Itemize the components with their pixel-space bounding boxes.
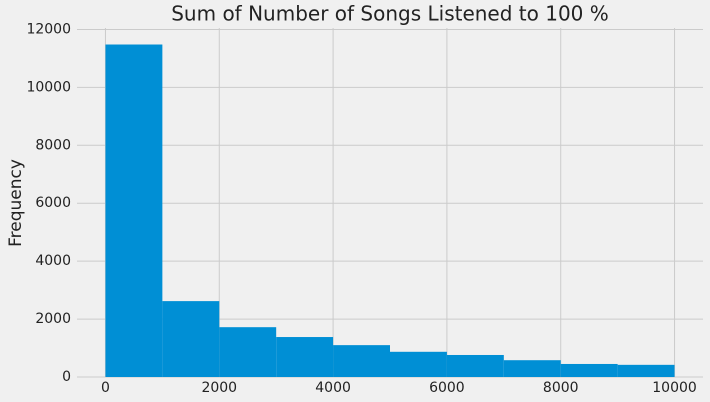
- y-axis-label: Frequency: [6, 159, 26, 247]
- bar: [219, 327, 277, 377]
- bar: [503, 360, 561, 377]
- y-tick-label: 8000: [35, 137, 71, 153]
- y-tick-label: 12000: [26, 21, 71, 37]
- bar: [446, 354, 504, 377]
- y-tick-label: 10000: [26, 79, 71, 95]
- y-tick-label: 4000: [35, 253, 71, 269]
- bar: [105, 44, 163, 377]
- bar: [162, 301, 220, 377]
- y-tick-label: 2000: [35, 311, 71, 327]
- chart-title: Sum of Number of Songs Listened to 100 %: [171, 2, 609, 26]
- x-tick-label: 10000: [652, 380, 697, 396]
- bar: [333, 345, 390, 377]
- bar: [617, 364, 675, 377]
- bar: [390, 351, 447, 377]
- bar: [560, 363, 618, 377]
- y-tick-label: 0: [62, 369, 71, 385]
- x-tick-label: 8000: [543, 380, 579, 396]
- x-tick-label: 0: [101, 380, 110, 396]
- bar: [276, 337, 334, 377]
- x-tick-label: 2000: [201, 380, 237, 396]
- y-tick-label: 6000: [35, 195, 71, 211]
- x-tick-label: 4000: [315, 380, 351, 396]
- x-tick-label: 6000: [429, 380, 465, 396]
